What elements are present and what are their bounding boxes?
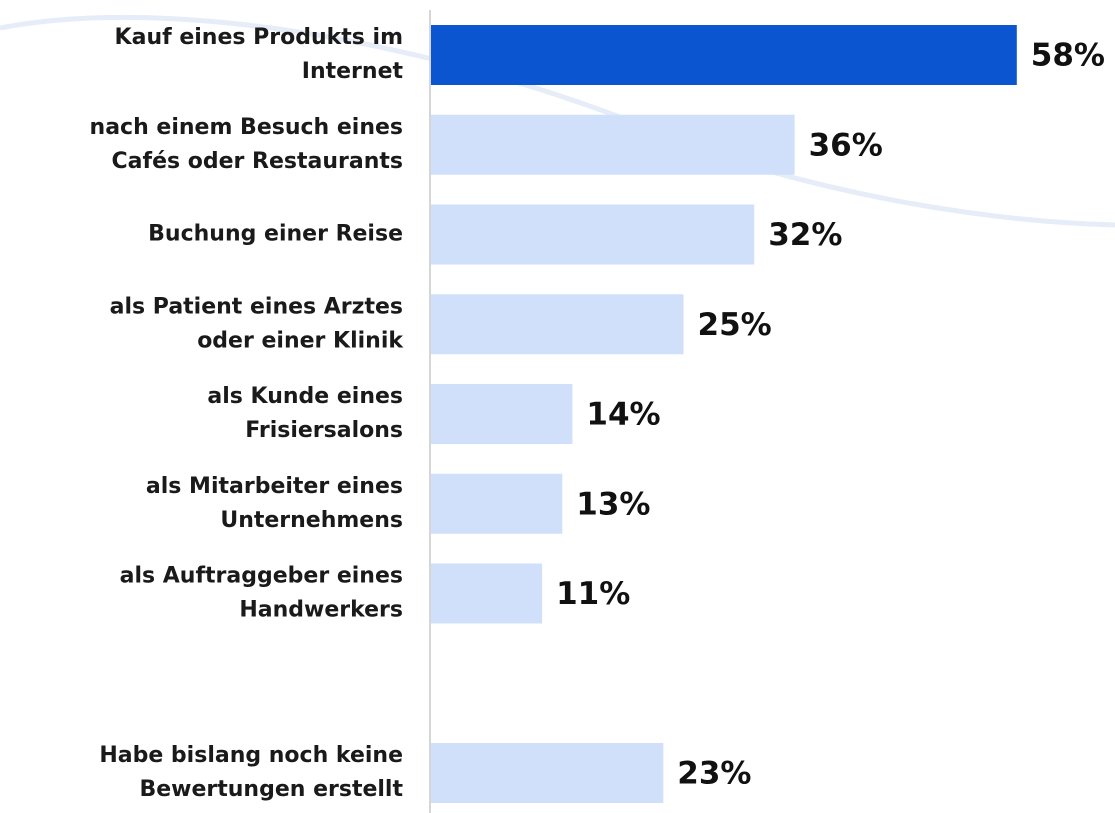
category-label: als Kunde eines: [207, 384, 403, 409]
category-label: als Patient eines Arztes: [110, 294, 403, 319]
category-label: Unternehmens: [220, 508, 403, 533]
category-label: Buchung einer Reise: [148, 222, 403, 247]
value-label: 58%: [1031, 38, 1105, 74]
bar: [431, 384, 573, 444]
category-label: Bewertungen erstellt: [139, 777, 403, 802]
category-label: Cafés oder Restaurants: [112, 149, 403, 174]
bar: [431, 473, 563, 534]
value-label: 36%: [809, 127, 883, 163]
category-label: Kauf eines Produkts im: [115, 25, 403, 50]
value-label: 11%: [556, 576, 630, 612]
category-label: als Auftraggeber eines: [120, 564, 403, 589]
value-label: 14%: [586, 397, 660, 433]
value-label: 23%: [677, 756, 751, 792]
category-label: Internet: [302, 59, 404, 84]
value-label: 32%: [768, 217, 842, 253]
value-label: 25%: [698, 307, 772, 343]
category-label: oder einer Klinik: [197, 328, 404, 353]
bar: [431, 204, 755, 265]
bar: [431, 563, 543, 624]
category-label: nach einem Besuch eines: [90, 115, 403, 140]
category-label: als Mitarbeiter eines: [146, 474, 403, 499]
bar: [431, 294, 684, 355]
bar: [431, 114, 795, 175]
bar: [431, 743, 664, 803]
category-label: Frisiersalons: [245, 418, 403, 443]
value-label: 13%: [576, 486, 650, 522]
category-label: Handwerkers: [239, 598, 403, 623]
bar: [431, 25, 1017, 85]
category-label: Habe bislang noch keine: [99, 743, 403, 768]
